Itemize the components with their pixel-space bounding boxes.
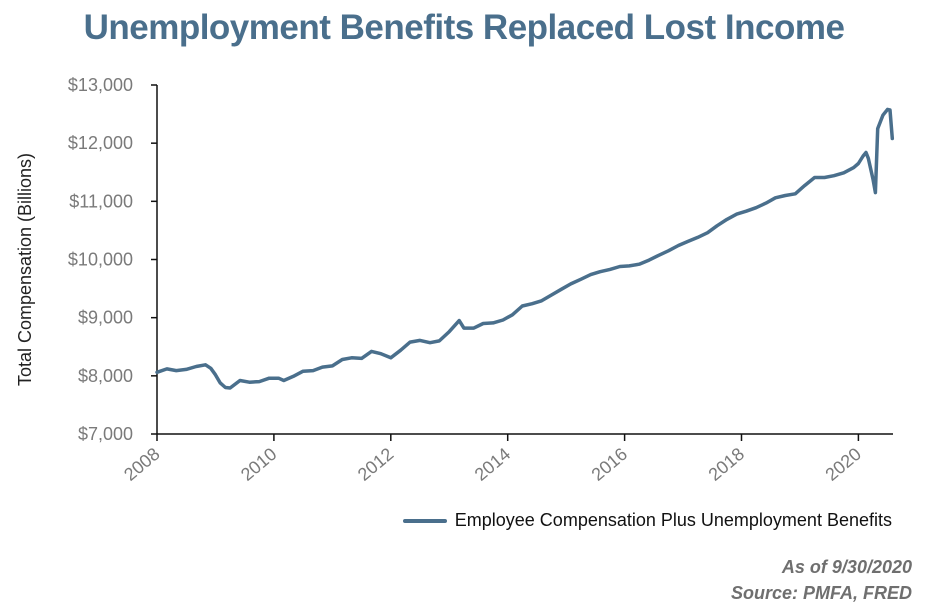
y-tick-label: $11,000 <box>69 191 133 211</box>
legend-label: Employee Compensation Plus Unemployment … <box>454 510 892 530</box>
legend: Employee Compensation Plus Unemployment … <box>402 510 892 531</box>
y-axis-title: Total Compensation (Billions) <box>15 153 35 386</box>
x-tick-label: 2016 <box>588 444 632 485</box>
series-line-employee-compensation <box>155 107 895 390</box>
y-tick-label: $9,000 <box>78 308 133 328</box>
y-tick-label: $7,000 <box>78 424 133 444</box>
source-note: Source: PMFA, FRED <box>730 583 912 603</box>
x-tick-label: 2010 <box>237 444 281 485</box>
y-tick-label: $13,000 <box>68 75 133 95</box>
y-tick-label: $8,000 <box>78 366 133 386</box>
x-tick-label: 2018 <box>705 444 749 485</box>
x-tick-label: 2008 <box>120 444 164 485</box>
x-tick-label: 2020 <box>821 444 865 485</box>
legend-swatch <box>402 518 447 523</box>
y-tick-label: $10,000 <box>68 250 133 270</box>
y-axis-ticks: $7,000 $8,000 $9,000 $10,000 $11,000 $12,000 $… <box>68 75 157 444</box>
x-tick-label: 2014 <box>471 444 515 485</box>
x-tick-label: 2012 <box>354 444 398 485</box>
as-of-note: As of 9/30/2020 <box>781 557 912 577</box>
y-tick-label: $12,000 <box>68 133 133 153</box>
x-axis-ticks: 2008 2010 2012 2014 2016 2018 2020 <box>120 434 865 485</box>
chart-title: Unemployment Benefits Replaced Lost Inco… <box>83 8 845 47</box>
